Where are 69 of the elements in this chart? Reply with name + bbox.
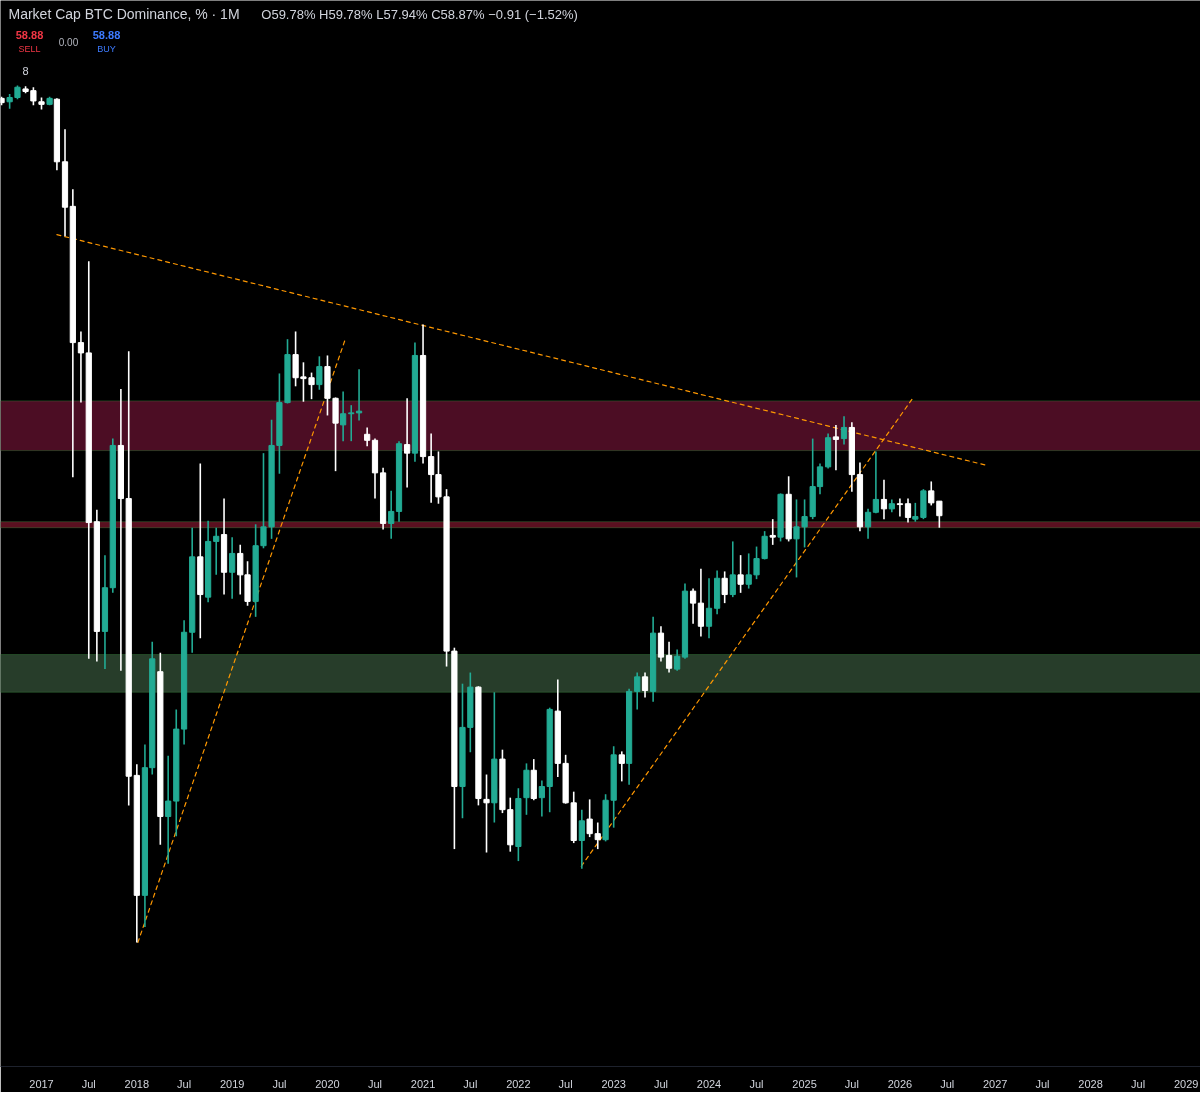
candlestick [641, 671, 649, 699]
candlestick [348, 404, 355, 442]
chart-title: Market Cap BTC Dominance, % · 1M [8, 5, 240, 22]
candlestick [864, 508, 872, 540]
x-tick-label: 2026 [887, 1077, 913, 1090]
x-tick-label: 2017 [29, 1077, 54, 1090]
candlestick [340, 390, 347, 442]
candlestick [737, 554, 744, 594]
candlestick [729, 540, 736, 598]
candlestick [697, 568, 705, 638]
x-tick-label: Jul [272, 1077, 287, 1090]
candlestick [578, 808, 585, 870]
candlestick [165, 754, 172, 865]
x-tick-label: Jul [367, 1077, 383, 1090]
x-tick-label: Jul [177, 1077, 192, 1090]
text: 58.88 [92, 28, 121, 41]
x-tick-label: 2019 [219, 1077, 245, 1090]
candlestick [674, 648, 681, 672]
x-tick-label: 2027 [983, 1077, 1008, 1090]
x-tick-label: 2028 [1078, 1077, 1103, 1090]
x-tick-label: 2029 [1173, 1077, 1199, 1090]
candlestick [793, 498, 800, 579]
x-tick-label: Jul [558, 1077, 573, 1090]
candlestick [594, 821, 601, 850]
candlestick [364, 426, 371, 448]
x-tick-label: Jul [81, 1077, 96, 1090]
candlestick [483, 773, 490, 854]
x-tick-label: 2023 [601, 1077, 626, 1090]
candlestick [77, 330, 85, 404]
candlestick [316, 355, 323, 391]
x-tick-label: Jul [463, 1077, 478, 1090]
candlestick [721, 570, 728, 604]
x-tick-label: 2020 [315, 1077, 340, 1090]
text: BUY [97, 43, 116, 54]
text: 8 [22, 64, 29, 77]
candlestick [872, 450, 879, 514]
candlestick [689, 587, 697, 625]
candlestick [229, 536, 236, 600]
chart-subtitle: O59.78% H59.78% L57.94% C58.87% −0.91 (−1.52%) [261, 6, 578, 22]
x-tick-label: 2024 [696, 1077, 722, 1090]
x-tick-label: Jul [749, 1077, 764, 1090]
x-tick-label: Jul [844, 1077, 859, 1090]
text: 58.88 [15, 28, 44, 41]
candlestick [880, 478, 888, 520]
candlestick [657, 625, 665, 663]
candlestick [618, 750, 625, 783]
candlestick [404, 397, 411, 489]
x-tick-label: Jul [653, 1077, 668, 1090]
candlestick [769, 518, 776, 546]
candlestick [586, 798, 593, 838]
candlestick [705, 577, 713, 640]
x-tick-label: 2022 [506, 1077, 531, 1090]
x-tick-label: 2025 [792, 1077, 817, 1090]
x-tick-label: 2021 [410, 1077, 436, 1090]
x-tick-label: Jul [940, 1077, 955, 1090]
candlestick [355, 368, 363, 422]
candlestick [896, 497, 904, 518]
text: 0.00 [58, 36, 79, 48]
x-tick-label: 2018 [124, 1077, 150, 1090]
candlestick [904, 497, 912, 524]
candlestick [840, 415, 848, 446]
x-tick-label: Jul [1035, 1077, 1050, 1090]
candlestick [665, 640, 673, 674]
candlestick [634, 671, 641, 711]
candlestick [213, 526, 220, 576]
x-tick-label: Jul [1131, 1077, 1146, 1090]
candlestick [388, 490, 395, 540]
candlestick [832, 424, 840, 472]
text: SELL [18, 43, 41, 54]
